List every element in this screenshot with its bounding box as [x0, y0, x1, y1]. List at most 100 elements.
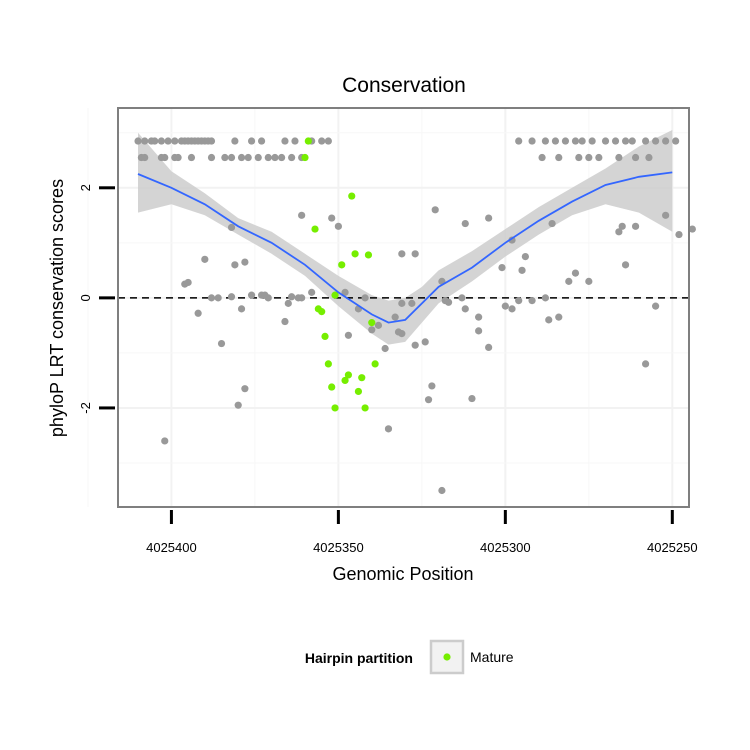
point — [227, 293, 236, 301]
point — [194, 309, 202, 317]
point — [141, 153, 149, 162]
data-points — [134, 137, 696, 495]
point — [157, 137, 166, 145]
point — [621, 261, 630, 269]
point-mature — [318, 308, 326, 316]
point — [391, 313, 399, 321]
point — [528, 137, 536, 145]
point — [461, 219, 469, 228]
y-axis: -2 0 2 — [78, 184, 115, 414]
point — [278, 153, 286, 162]
point — [181, 280, 189, 288]
point — [521, 252, 529, 261]
point — [368, 326, 376, 334]
point — [431, 206, 439, 214]
point — [141, 137, 149, 145]
point — [618, 222, 626, 230]
point-mature — [368, 319, 376, 327]
point — [151, 137, 159, 145]
point-mature — [301, 153, 309, 162]
chart-title: Conservation — [342, 74, 466, 97]
point — [257, 137, 266, 145]
point — [324, 137, 332, 145]
x-tick-label: 4025300 — [480, 540, 531, 555]
point — [508, 305, 516, 313]
legend-label-mature: Mature — [470, 649, 514, 665]
point — [621, 137, 630, 145]
point — [615, 153, 623, 162]
point-mature — [358, 374, 366, 382]
point — [341, 288, 349, 296]
point — [164, 137, 172, 145]
point — [247, 137, 256, 145]
point — [475, 313, 483, 321]
point-mature — [304, 137, 312, 145]
point — [231, 261, 239, 269]
point-mature — [351, 250, 359, 258]
point — [585, 277, 593, 285]
point — [475, 327, 483, 335]
point — [217, 339, 226, 348]
point — [541, 294, 550, 302]
plot-panel — [87, 107, 696, 508]
point — [468, 394, 476, 403]
point — [645, 153, 653, 162]
x-axis: 4025400 4025350 4025300 4025250 — [146, 510, 698, 555]
point — [374, 321, 383, 329]
point — [662, 211, 670, 219]
point — [241, 258, 249, 266]
legend-key-box — [429, 639, 465, 675]
point — [281, 317, 289, 326]
point — [334, 222, 342, 230]
point — [565, 277, 573, 285]
y-tick-label: -2 — [78, 402, 93, 414]
point — [528, 297, 536, 305]
point — [652, 137, 660, 145]
legend: Hairpin partition Mature — [305, 639, 514, 675]
point — [161, 437, 169, 445]
point — [271, 153, 279, 162]
x-tick-label: 4025350 — [313, 540, 364, 555]
point — [421, 338, 429, 346]
point — [221, 153, 229, 162]
point — [688, 225, 696, 233]
point — [652, 302, 660, 310]
point — [281, 137, 289, 145]
point — [588, 137, 596, 145]
point — [214, 294, 222, 302]
point — [461, 305, 469, 313]
point-mature — [371, 360, 379, 368]
y-axis-title: phyloP LRT conservation scores — [47, 179, 67, 437]
point — [237, 153, 246, 162]
point — [361, 294, 369, 302]
point — [675, 230, 683, 239]
point — [408, 299, 416, 307]
point — [575, 153, 583, 162]
y-tick-label: 0 — [78, 294, 93, 301]
point — [498, 264, 506, 272]
point — [444, 298, 453, 306]
point — [411, 250, 419, 258]
point — [264, 153, 272, 162]
point — [187, 153, 196, 162]
point — [244, 153, 252, 162]
point — [672, 137, 680, 145]
point — [515, 137, 523, 145]
point-mature — [338, 261, 346, 269]
point — [508, 236, 516, 244]
point-mature — [311, 225, 319, 233]
point — [284, 299, 292, 307]
point — [207, 137, 216, 145]
point — [237, 305, 246, 313]
point — [234, 401, 242, 409]
point — [161, 153, 169, 162]
point — [398, 250, 406, 258]
point — [485, 343, 493, 351]
point — [545, 316, 553, 324]
point — [662, 137, 670, 145]
point — [318, 137, 326, 145]
x-tick-label: 4025400 — [146, 540, 197, 555]
y-tick-label: 2 — [78, 184, 93, 191]
point — [518, 266, 526, 274]
